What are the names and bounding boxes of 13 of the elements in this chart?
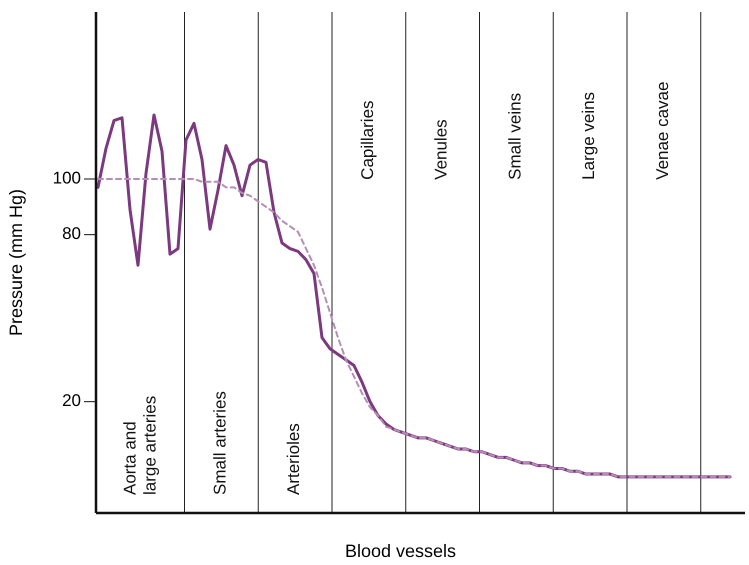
annotation: Small arteries [210,391,230,495]
annotation: Large veins [580,92,599,180]
annotation: Aorta and large arteries [120,396,160,495]
annotation: Venules [432,119,452,180]
x-axis-title: Blood vessels [344,541,456,561]
y-tick-label: 80 [62,224,81,244]
annotation: Small veins [506,92,525,180]
annotation: Capillaries [358,100,378,180]
y-tick-label: 20 [62,391,81,410]
y-axis-title: Pressure (mm Hg) [6,188,26,336]
annotation: Venae cavae [653,82,672,180]
y-tick-label: 100 [52,168,81,188]
annotation: Arterioles [284,423,304,495]
